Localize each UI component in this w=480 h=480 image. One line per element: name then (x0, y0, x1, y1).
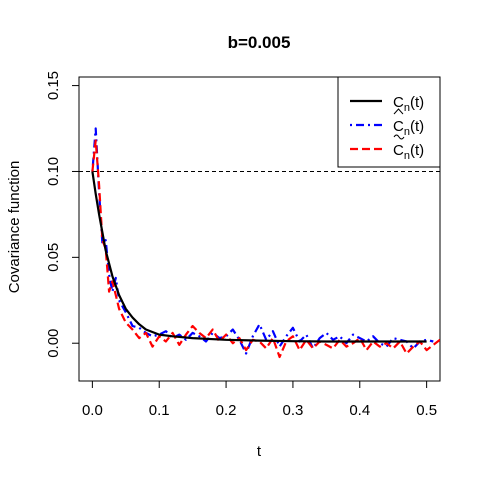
legend-tilde-accent (393, 134, 405, 140)
legend-label-main: C (393, 142, 404, 159)
legend-box (337, 76, 441, 168)
y-tick-label: 0.05 (45, 243, 62, 272)
legend-label-suffix: (t) (410, 94, 424, 111)
legend-label-main: C (393, 118, 404, 135)
x-tick-label: 0.3 (282, 402, 303, 419)
y-tick-label: 0.00 (45, 329, 62, 358)
plot-area: 0.0 0.1 0.2 0.3 0.4 0.50.000.050.100.15Cn(t)C… (45, 71, 441, 419)
legend-label-main: C (393, 94, 404, 111)
x-tick-label: 0.4 (349, 402, 370, 419)
legend-label-sub: n (404, 102, 410, 114)
chart-title: b=0.005 (228, 33, 291, 52)
y-tick-label: 0.10 (45, 157, 62, 186)
legend-label: Cn(t) (393, 118, 424, 138)
x-tick-label: 0.0 (82, 402, 103, 419)
x-axis-title: t (257, 443, 262, 460)
x-tick-label: 0.5 (416, 402, 437, 419)
legend-label-suffix: (t) (410, 142, 424, 159)
series-line-cn (91, 171, 427, 343)
series-line-cn-hat (91, 127, 434, 355)
legend-label: Cn(t) (393, 94, 424, 114)
legend-label-suffix: (t) (410, 118, 424, 135)
x-tick-label: 0.1 (149, 402, 170, 419)
plot-frame (78, 76, 441, 382)
y-tick-label: 0.15 (45, 71, 62, 100)
legend-label-sub: n (404, 126, 410, 138)
legend-label: Cn(t) (393, 142, 424, 162)
y-axis-title: Covariance function (6, 161, 23, 294)
legend-label-sub: n (404, 150, 410, 162)
x-tick-label: 0.2 (216, 402, 237, 419)
series-line-cn-tilde (91, 139, 440, 359)
legend-hat-accent (393, 108, 404, 115)
legend: Cn(t)Cn(t)Cn(t) (337, 76, 441, 168)
